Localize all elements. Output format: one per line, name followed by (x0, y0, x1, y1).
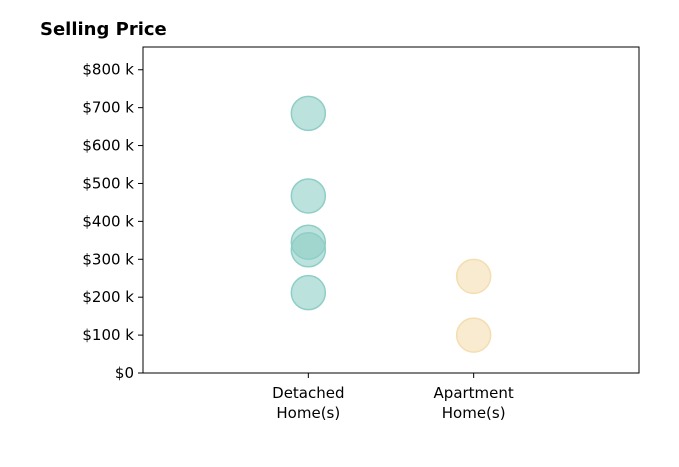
y-tick-label: $200 k (82, 288, 134, 306)
y-tick-label: $800 k (82, 61, 134, 79)
y-tick-label: $0 (115, 364, 134, 382)
x-tick-label: Detached Home(s) (272, 384, 344, 422)
data-point (290, 178, 327, 214)
y-tick-label: $100 k (82, 326, 134, 344)
plot-frame (142, 46, 640, 374)
chart-title: Selling Price (40, 19, 167, 40)
data-point (455, 317, 492, 353)
y-tick-label: $600 k (82, 137, 134, 155)
x-axis: Detached Home(s) Apartment Home(s) (272, 373, 514, 422)
data-point (290, 274, 327, 311)
y-tick-label: $300 k (82, 250, 134, 268)
y-axis: $0 $100 k $200 k $300 k $400 k $500 k $600 k $7… (82, 61, 143, 382)
data-point (290, 95, 327, 132)
data-point (290, 232, 327, 268)
data-points (290, 95, 492, 353)
x-tick-label: Apartment Home(s) (434, 384, 514, 422)
y-tick-label: $700 k (82, 99, 134, 117)
data-point (455, 258, 492, 295)
y-tick-label: $400 k (82, 212, 134, 230)
y-tick-label: $500 k (82, 174, 134, 192)
